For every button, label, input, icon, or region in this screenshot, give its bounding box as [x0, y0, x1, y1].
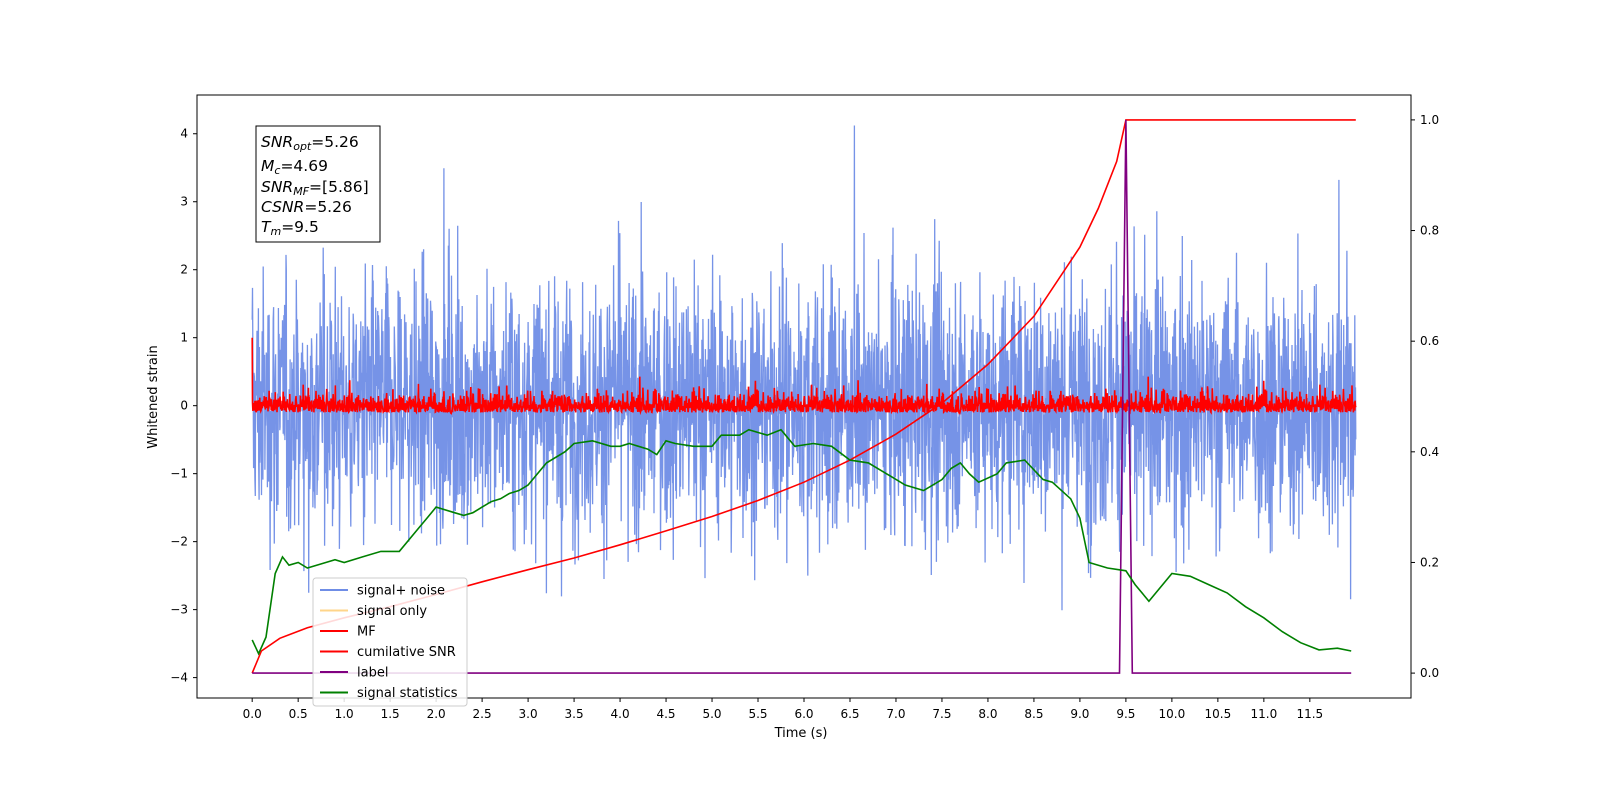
x-axis: 0.0 0.5 1.0 1.5 2.0 2.5 3.0 3.5 4.0 4.5 5.0 5.5 6.0 6…: [243, 698, 1323, 721]
y-tick-label: −4: [170, 671, 188, 685]
x-tick-label: 8.5: [1024, 707, 1043, 721]
y-tick-label: 4: [180, 127, 188, 141]
x-tick-label: 6.0: [794, 707, 813, 721]
annotation-mc: Mc=4.69: [261, 157, 328, 177]
annotation-box: SNRopt=5.26 Mc=4.69 SNRMF=[5.86] CSNR=5.…: [255, 125, 381, 243]
x-tick-label: 4.0: [611, 707, 630, 721]
y-tick-label: −3: [170, 603, 188, 617]
series-mf: [251, 337, 1357, 416]
annotation-frame: [255, 125, 381, 243]
legend-label: signal+ noise: [357, 584, 445, 599]
y-axis-left: −4 −3 −2 −1 0 1 2 3 4: [170, 127, 197, 685]
x-tick-label: 9.5: [1116, 707, 1135, 721]
legend-frame: [312, 577, 468, 707]
annotation-tm: Tm=9.5: [261, 218, 319, 238]
x-tick-label: 8.0: [978, 707, 997, 721]
legend-label: signal only: [357, 604, 427, 619]
y-axis-right: 0.0 0.2 0.4 0.6 0.8 1.0: [1411, 113, 1439, 680]
legend: signal+ noise signal only MF cumilative SNR…: [312, 577, 468, 707]
legend-label: signal statistics: [357, 686, 458, 701]
y2-tick-label: 0.4: [1420, 445, 1439, 459]
series-label: [252, 119, 1352, 674]
x-tick-label: 11.5: [1296, 707, 1323, 721]
legend-label: cumilative SNR: [357, 645, 456, 660]
y2-tick-label: 0.2: [1420, 555, 1439, 569]
x-tick-label: 1.0: [335, 707, 354, 721]
x-tick-label: 2.0: [427, 707, 446, 721]
x-tick-label: 4.5: [656, 707, 675, 721]
x-tick-label: 7.0: [886, 707, 905, 721]
y-tick-label: 2: [180, 263, 188, 277]
x-axis-label: Time (s): [774, 726, 828, 741]
x-tick-label: 5.5: [748, 707, 767, 721]
x-tick-label: 5.0: [702, 707, 721, 721]
x-tick-label: 2.5: [473, 707, 492, 721]
x-tick-label: 6.5: [840, 707, 859, 721]
y-tick-label: −2: [170, 535, 188, 549]
x-tick-label: 7.5: [932, 707, 951, 721]
y2-tick-label: 1.0: [1420, 113, 1439, 127]
x-tick-label: 1.5: [381, 707, 400, 721]
y-tick-label: 1: [180, 331, 188, 345]
x-tick-label: 3.0: [519, 707, 538, 721]
x-tick-label: 0.5: [289, 707, 308, 721]
annotation-snr-opt: SNRopt=5.26: [261, 133, 359, 153]
annotation-snr-mf: SNRMF=[5.86]: [261, 178, 369, 198]
legend-label: label: [357, 666, 388, 681]
y-tick-label: 0: [180, 399, 188, 413]
y-tick-label: −1: [170, 467, 188, 481]
y-axis-label: Whitened strain: [146, 345, 161, 448]
x-tick-label: 10.5: [1205, 707, 1232, 721]
x-tick-label: 10.0: [1159, 707, 1186, 721]
y-tick-label: 3: [180, 195, 188, 209]
y2-tick-label: 0.6: [1420, 334, 1439, 348]
x-tick-label: 0.0: [243, 707, 262, 721]
legend-label: MF: [357, 625, 376, 640]
series-signal-statistics: [251, 428, 1352, 656]
annotation-csnr: CSNR=5.26: [261, 198, 352, 216]
x-tick-label: 11.0: [1250, 707, 1277, 721]
y2-tick-label: 0.0: [1420, 666, 1439, 680]
y2-tick-label: 0.8: [1420, 224, 1439, 238]
x-tick-label: 3.5: [565, 707, 584, 721]
x-tick-label: 9.0: [1070, 707, 1089, 721]
